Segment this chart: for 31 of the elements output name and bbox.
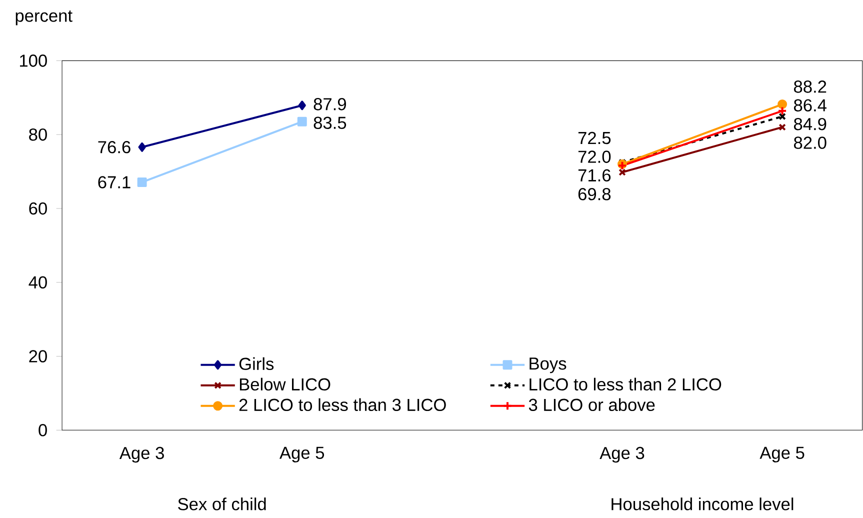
x-tick-label: Age 3: [600, 447, 644, 463]
y-tick-label: 40: [28, 276, 47, 289]
y-tick-label: 0: [38, 424, 47, 437]
legend-label: 3 LICO or above: [528, 398, 655, 412]
y-tick-label: 80: [29, 128, 47, 141]
legend-label: LICO to less than 2 LICO: [530, 378, 722, 391]
data-label: 88.2: [794, 80, 826, 94]
legend-label: Below LICO: [240, 378, 330, 391]
y-tick-label: 20: [29, 350, 47, 363]
data-label: 83.5: [314, 116, 346, 130]
data-label: 82.0: [794, 136, 826, 150]
text: Sex of child: [178, 498, 266, 511]
legend-label: Girls: [239, 358, 274, 370]
data-label: 86.4: [794, 99, 826, 112]
x-tick-label: Age 5: [280, 447, 324, 463]
x-tick-label: Age 3: [119, 447, 164, 463]
data-label: 87.9: [314, 98, 346, 111]
data-label: 71.6: [578, 169, 611, 182]
data-label: 67.1: [98, 176, 130, 189]
data-label: 72.5: [578, 132, 611, 144]
data-label: 72.0: [578, 150, 611, 164]
data-label: 76.6: [98, 141, 130, 154]
y-axis-title: percent: [16, 10, 72, 26]
legend-label: 2 LICO to less than 3 LICO: [239, 398, 446, 412]
data-label: 69.8: [578, 188, 611, 201]
legend-label: Boys: [530, 358, 566, 374]
y-tick-label: 60: [29, 202, 47, 215]
text: Household income level: [612, 498, 794, 511]
y-tick-label: 100: [20, 54, 47, 68]
x-tick-label: Age 5: [760, 447, 804, 463]
data-label: 84.9: [794, 118, 826, 130]
